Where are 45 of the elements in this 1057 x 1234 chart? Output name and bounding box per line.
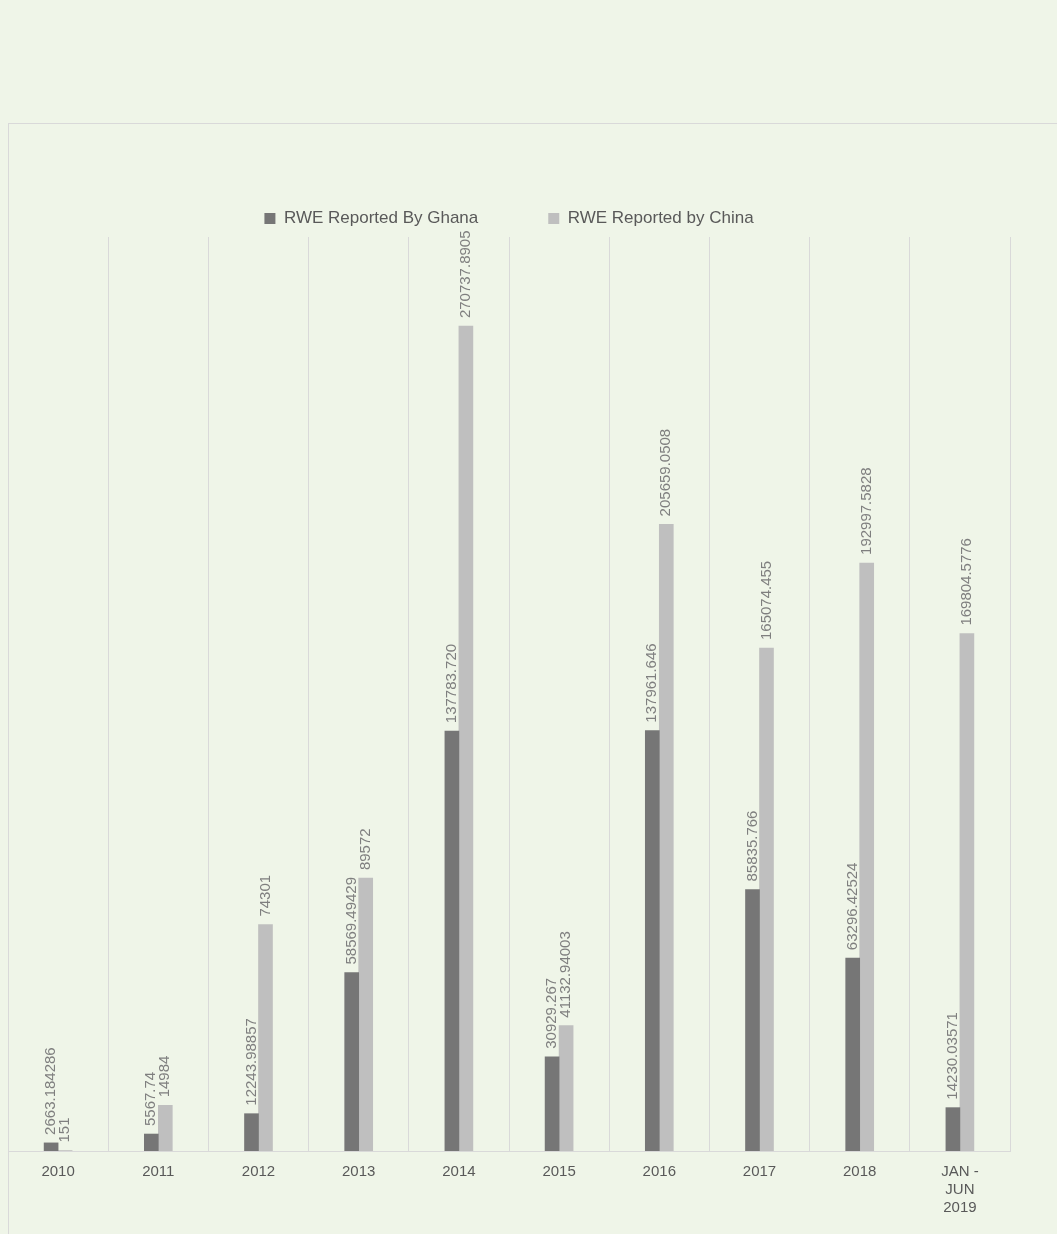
legend-label: RWE Reported By Ghana [283, 208, 479, 228]
data-label: 137961.646 [642, 643, 660, 723]
legend-label: RWE Reported by China [567, 208, 755, 228]
data-label: 14230.03571 [943, 1012, 961, 1100]
data-label: 169804.5776 [957, 538, 975, 626]
data-label: 270737.8905 [456, 230, 474, 319]
data-label: 89572 [355, 828, 373, 871]
bar [759, 647, 774, 1151]
data-label: 58569.49429 [341, 876, 359, 965]
bar [959, 633, 975, 1151]
bar [644, 730, 660, 1151]
bar [745, 889, 760, 1151]
x-tick-label: 2013 [342, 1162, 376, 1180]
x-tick-label: 2011 [142, 1162, 175, 1180]
x-tick-label: 2017 [742, 1162, 777, 1180]
bar [358, 877, 374, 1151]
bar [845, 957, 861, 1151]
bar [244, 1113, 259, 1151]
x-tick-label: JAN - JUN 2019 [941, 1162, 979, 1216]
data-label: 63296.42524 [842, 862, 860, 951]
x-tick-label: 2010 [41, 1162, 75, 1180]
x-tick-label: 2018 [843, 1162, 877, 1180]
data-label: 205659.0508 [656, 428, 674, 517]
bar [558, 1025, 574, 1151]
bar [444, 730, 460, 1151]
bar [143, 1133, 159, 1151]
data-label: 192997.5828 [856, 467, 874, 555]
bar [544, 1056, 560, 1151]
x-tick-label: 2016 [642, 1162, 676, 1180]
bar [458, 325, 474, 1151]
data-label: 85835.766 [742, 810, 760, 882]
bar [157, 1105, 173, 1151]
data-label: 12243.98857 [241, 1018, 259, 1106]
bar [43, 1142, 59, 1151]
bar [945, 1107, 961, 1151]
bar [859, 562, 875, 1151]
bar [258, 924, 273, 1151]
bar [658, 524, 674, 1151]
x-tick-label: 2015 [542, 1162, 576, 1180]
data-label: 165074.455 [756, 560, 774, 641]
x-tick-label: 2014 [442, 1162, 476, 1180]
bar [344, 972, 360, 1151]
data-label: 137783.720 [442, 643, 460, 724]
data-label: 74301 [255, 874, 273, 917]
x-tick-label: 2012 [241, 1162, 276, 1180]
